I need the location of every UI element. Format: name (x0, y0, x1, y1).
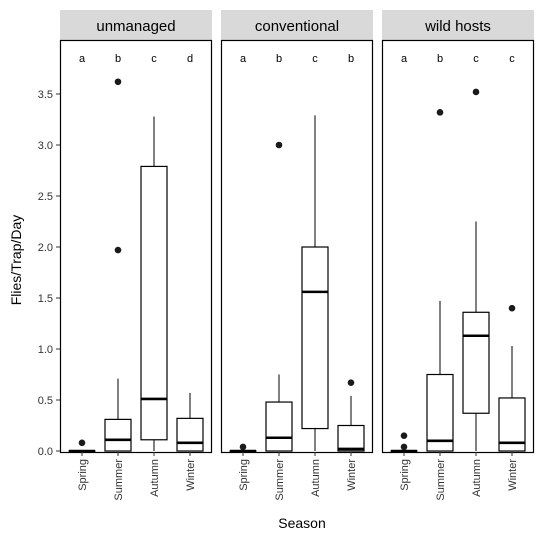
panel-border (381, 39, 535, 454)
facet-strip-label: conventional (255, 18, 339, 35)
box-autumn (140, 116, 168, 451)
outlier-point (114, 246, 122, 254)
facet-panel: conventional a Spring b Summer c Autumn b Winter (220, 10, 374, 501)
facet-strip-label: unmanaged (96, 18, 175, 35)
significance-letter: a (240, 53, 247, 65)
outlier-point (78, 439, 86, 447)
y-tick-label: 2.0 (38, 242, 53, 254)
outlier-point (436, 109, 444, 116)
outlier-point (347, 379, 355, 386)
box-winter (498, 304, 526, 452)
y-axis: 0.0 0.5 1.0 1.5 2.0 2.5 3.0 3.5 (38, 89, 60, 458)
significance-letter: a (79, 53, 86, 65)
significance-letter: d (187, 53, 193, 65)
y-tick-label: 0.5 (38, 395, 53, 407)
x-tick-label: Summer (113, 459, 125, 501)
box (265, 401, 293, 452)
box-winter (337, 379, 365, 452)
facet-panel: wild hosts a Spring b Summer c Autumn c Winter (381, 10, 535, 501)
x-tick-label: Spring (399, 459, 411, 491)
panel-border (59, 39, 213, 454)
x-tick-label: Winter (185, 459, 197, 491)
box-autumn (462, 88, 490, 451)
significance-letter: b (437, 53, 443, 65)
box (140, 165, 168, 441)
box-autumn (301, 115, 329, 451)
x-tick-label: Summer (435, 459, 447, 501)
box (337, 424, 365, 452)
box-winter (176, 392, 204, 452)
outlier-point (400, 432, 408, 440)
box (301, 246, 329, 430)
outlier-point (275, 141, 283, 149)
outlier-point (472, 88, 480, 96)
box (176, 417, 204, 452)
significance-letter: c (473, 53, 479, 65)
significance-letter: b (276, 53, 282, 65)
outlier-point (400, 443, 408, 451)
facet-strip-label: wild hosts (424, 18, 491, 35)
box-summer (426, 109, 454, 452)
x-tick-label: Winter (346, 459, 358, 491)
y-tick-label: 2.5 (38, 191, 53, 203)
y-tick-label: 1.5 (38, 293, 53, 305)
y-tick-label: 0.0 (38, 446, 53, 458)
box-spring (229, 443, 257, 453)
x-tick-label: Autumn (471, 459, 483, 497)
outlier-point (239, 443, 247, 451)
x-tick-label: Winter (507, 459, 519, 491)
significance-letter: c (312, 53, 318, 65)
box-spring (390, 432, 418, 453)
y-tick-label: 1.0 (38, 344, 53, 356)
y-tick-label: 3.5 (38, 89, 53, 101)
facet-panels: unmanagedaSpringbSummercAutumndWintercon… (59, 10, 535, 501)
significance-letter: a (401, 53, 408, 65)
x-tick-label: Spring (77, 459, 89, 491)
box-spring (68, 439, 96, 453)
facet-strip (60, 10, 212, 40)
significance-letter: b (115, 53, 121, 65)
outlier-point (508, 304, 516, 312)
box (426, 373, 454, 452)
facet-panel: unmanaged a Spring b Summer c Autumn d Winter (59, 10, 213, 501)
outlier-point (114, 78, 122, 86)
x-tick-label: Autumn (149, 459, 161, 497)
y-tick-label: 3.0 (38, 140, 53, 152)
box-summer (104, 78, 132, 452)
facet-strip (382, 10, 534, 40)
y-axis-title: Flies/Trap/Day (8, 215, 24, 306)
significance-letter: c (151, 53, 157, 65)
box-summer (265, 141, 293, 452)
significance-letter: c (509, 53, 515, 65)
x-axis-title: Season (278, 515, 325, 531)
box (462, 311, 490, 414)
x-tick-label: Autumn (310, 459, 322, 497)
facet-strip (221, 10, 373, 40)
box (104, 418, 132, 452)
panel-border (220, 39, 374, 454)
x-tick-label: Summer (274, 459, 286, 501)
x-tick-label: Spring (238, 459, 250, 491)
significance-letter: b (348, 53, 354, 65)
